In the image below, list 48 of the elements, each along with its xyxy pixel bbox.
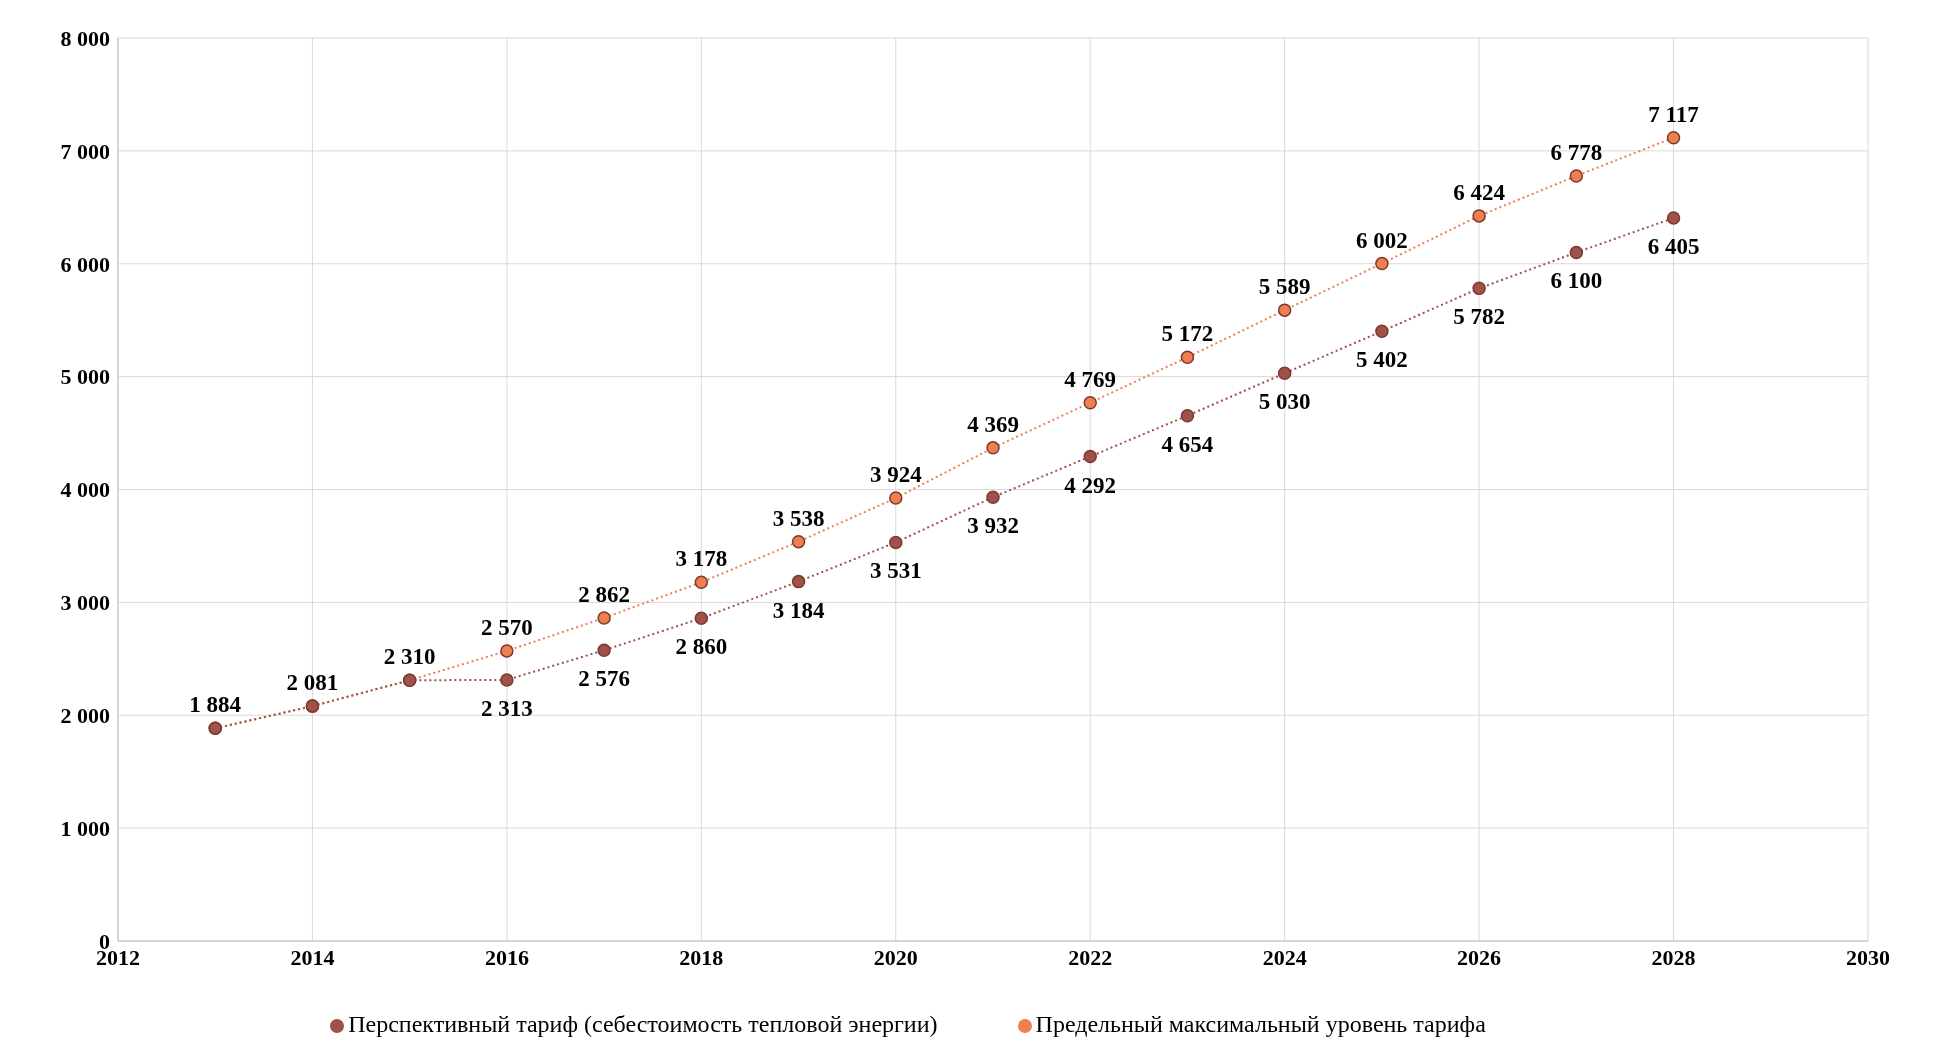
- data-label: 3 178: [675, 546, 728, 572]
- data-label: 6 405: [1647, 234, 1700, 260]
- y-tick-label: 7 000: [60, 138, 110, 164]
- data-label: 2 570: [481, 614, 533, 640]
- x-tick-label: 2020: [873, 944, 918, 970]
- data-label: 5 172: [1161, 321, 1214, 347]
- y-tick-label: 2 000: [60, 703, 110, 729]
- data-label: 7 117: [1648, 101, 1699, 127]
- y-tick-label: 8 000: [60, 25, 110, 51]
- x-tick-label: 2018: [679, 944, 724, 970]
- x-tick-label: 2026: [1457, 944, 1502, 970]
- data-label: 2 310: [383, 644, 436, 670]
- y-tick-label: 5 000: [60, 364, 110, 390]
- data-label: 6 424: [1453, 179, 1506, 205]
- data-label: 2 576: [578, 666, 630, 692]
- data-label: 5 402: [1356, 347, 1408, 373]
- y-tick-label: 3 000: [60, 590, 110, 616]
- y-tick-label: 4 000: [60, 477, 110, 503]
- data-label: 2 860: [675, 634, 728, 660]
- data-label: 5 782: [1453, 304, 1505, 330]
- data-label: 3 538: [772, 505, 825, 531]
- data-label: 4 292: [1064, 472, 1117, 498]
- x-tick-label: 2014: [290, 944, 335, 970]
- data-label: 6 778: [1550, 139, 1603, 165]
- data-label: 5 589: [1258, 274, 1311, 300]
- data-label: 3 184: [772, 597, 825, 623]
- data-label: 3 531: [869, 558, 922, 584]
- data-label: 2 081: [286, 670, 339, 696]
- data-label: 4 654: [1161, 431, 1214, 457]
- data-label: 5 030: [1258, 389, 1311, 415]
- data-label: 3 924: [869, 462, 923, 488]
- data-label: 4 769: [1064, 366, 1117, 392]
- data-label: 6 002: [1356, 227, 1408, 253]
- x-tick-label: 2028: [1651, 944, 1696, 970]
- data-label: 6 100: [1550, 268, 1603, 294]
- y-tick-label: 6 000: [60, 251, 110, 277]
- data-label: 3 932: [967, 513, 1019, 539]
- data-label: 4 369: [967, 411, 1019, 437]
- x-tick-label: 2030: [1846, 944, 1890, 970]
- data-label: 1 884: [189, 692, 242, 718]
- legend-label: Предельный максимальный уровень тарифа: [1035, 1011, 1486, 1037]
- data-label: 2 862: [578, 581, 630, 607]
- x-tick-label: 2016: [484, 944, 529, 970]
- x-tick-label: 2022: [1068, 944, 1113, 970]
- x-tick-label: 2024: [1262, 944, 1307, 970]
- y-tick-label: 1 000: [60, 815, 110, 841]
- data-label: 2 313: [481, 695, 533, 721]
- legend-label: Перспективный тариф (себестоимость тепловой энергии): [348, 1011, 938, 1037]
